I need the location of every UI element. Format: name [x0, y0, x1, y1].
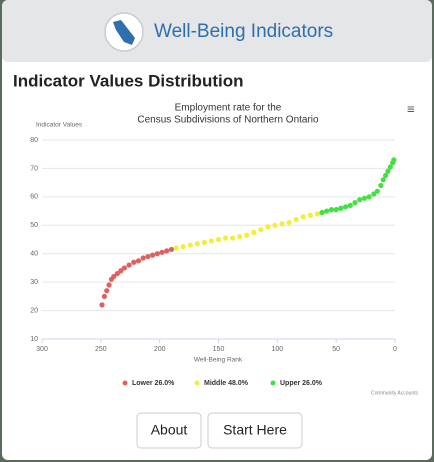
legend-marker [122, 380, 128, 386]
point [361, 195, 368, 201]
point [159, 249, 165, 255]
point [164, 248, 170, 254]
point [371, 191, 377, 197]
point [272, 222, 278, 228]
point [208, 238, 215, 244]
x-tick-label: 300 [36, 346, 48, 353]
y-tick-label: 30 [30, 279, 38, 286]
x-tick-label: 250 [95, 346, 107, 353]
point [374, 188, 380, 194]
point [150, 252, 156, 258]
y-tick-label: 70 [30, 165, 38, 172]
x-tick-label: 150 [213, 346, 225, 353]
point [378, 182, 384, 189]
y-tick-label: 50 [30, 222, 38, 229]
point [111, 273, 117, 280]
point [258, 226, 264, 233]
point [357, 197, 363, 203]
point [319, 209, 325, 216]
point [300, 214, 306, 220]
point [279, 221, 285, 227]
point [366, 194, 372, 200]
point [342, 204, 349, 210]
chart-title: Census Subdivisions of Northern Ontario [137, 115, 319, 126]
point [387, 164, 393, 170]
start-label: Start Here [223, 422, 287, 438]
point [293, 217, 299, 223]
legend-marker [194, 380, 200, 386]
header-title: Well-Being Indicators [154, 21, 333, 42]
point [265, 224, 271, 230]
legend-label: Middle 48.0% [204, 380, 249, 387]
point [126, 262, 132, 268]
x-axis-label: Well-Being Rank [194, 357, 243, 364]
section-title: Indicator Values Distribution [13, 71, 243, 90]
point [338, 205, 344, 211]
logo-shape [113, 20, 135, 45]
legend-marker [270, 380, 276, 386]
point [352, 199, 358, 206]
point [244, 232, 250, 238]
point [140, 255, 146, 261]
x-tick-label: 200 [154, 346, 166, 353]
legend-label: Upper 26.0% [280, 380, 323, 387]
point [194, 241, 200, 247]
y-tick-label: 40 [30, 251, 38, 258]
point [333, 207, 339, 213]
point [106, 282, 112, 288]
chart-title: Employment rate for the [175, 103, 282, 114]
point [391, 157, 397, 163]
legend-label: Lower 26.0% [132, 380, 175, 387]
point [307, 212, 313, 218]
point [187, 242, 193, 248]
header-bar [2, 0, 432, 62]
point [347, 202, 353, 208]
point [380, 177, 386, 183]
credits: Community Accounts [371, 390, 418, 396]
point [215, 236, 222, 243]
point [135, 258, 142, 264]
about-label: About [151, 422, 188, 438]
point [104, 288, 110, 294]
point [99, 302, 105, 308]
x-tick-label: 50 [332, 346, 340, 353]
point [328, 207, 335, 213]
y-tick-label: 10 [30, 336, 38, 343]
point [180, 244, 186, 250]
point [230, 235, 236, 241]
y-tick-label: 20 [30, 307, 38, 314]
y-tick-label: 80 [30, 137, 38, 144]
y-axis-label: Indicator Values [36, 122, 83, 129]
point [382, 172, 389, 179]
point [154, 251, 160, 257]
point [131, 259, 137, 265]
point [118, 268, 124, 274]
menu-icon[interactable]: ≡ [407, 101, 415, 116]
point [385, 168, 391, 174]
point [324, 208, 330, 214]
point [201, 239, 207, 245]
x-tick-label: 100 [271, 346, 283, 353]
point [286, 219, 292, 226]
point [251, 229, 257, 235]
start-button[interactable] [207, 412, 303, 449]
point [168, 246, 175, 253]
point [114, 271, 120, 277]
point [101, 293, 107, 299]
y-tick-label: 60 [30, 194, 38, 201]
point [145, 253, 151, 260]
point [314, 211, 320, 217]
point [173, 245, 179, 251]
x-tick-label: 0 [393, 346, 397, 353]
point [222, 235, 229, 241]
point [237, 234, 243, 240]
point [121, 265, 127, 271]
about-button[interactable] [136, 412, 202, 449]
